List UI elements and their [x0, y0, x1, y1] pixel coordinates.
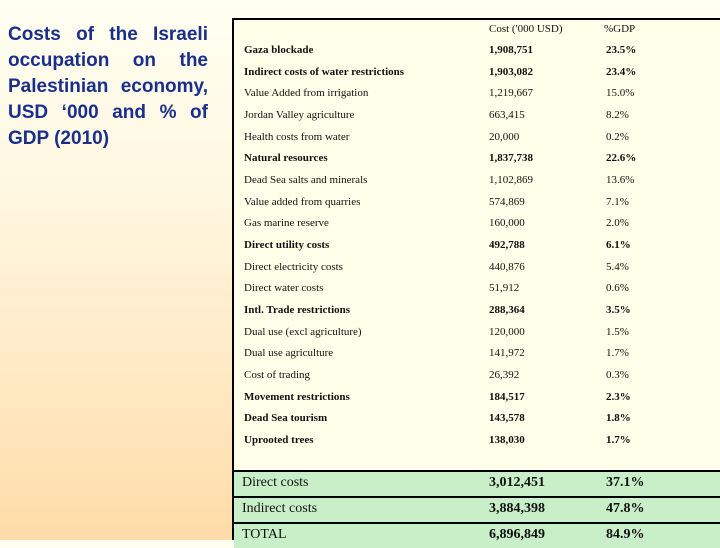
table-row: Dead Sea tourism 143,578 1.8%	[234, 408, 720, 430]
row-cost: 574,869	[489, 195, 525, 208]
row-cost: 440,876	[489, 260, 525, 273]
row-label: Dead Sea salts and minerals	[244, 173, 368, 186]
row-label: Intl. Trade restrictions	[244, 303, 351, 316]
totals-row: Direct costs 3,012,451 37.1%	[234, 472, 720, 498]
row-gdp: 2.3%	[606, 390, 631, 403]
row-cost: 160,000	[489, 217, 525, 230]
row-cost: 141,972	[489, 347, 525, 360]
totals-cost: 6,896,849	[489, 527, 545, 542]
totals-gdp: 47.8%	[606, 501, 645, 516]
totals-row: Indirect costs 3,884,398 47.8%	[234, 498, 720, 524]
row-label: Indirect costs of water restrictions	[244, 65, 405, 78]
row-label: Jordan Valley agriculture	[244, 108, 355, 121]
row-gdp: 22.6%	[606, 152, 637, 165]
row-label: Cost of trading	[244, 368, 310, 381]
row-cost: 1,219,667	[489, 87, 533, 100]
slide-title: Costs of the Israeli occupation on the P…	[8, 24, 208, 149]
row-gdp: 1.8%	[606, 412, 631, 425]
table-row: Direct utility costs 492,788 6.1%	[234, 235, 720, 257]
table-row: Dual use (excl agriculture) 120,000 1.5%	[234, 322, 720, 344]
row-cost: 26,392	[489, 368, 520, 381]
table-row: Natural resources 1,837,738 22.6%	[234, 148, 720, 170]
row-label: Value added from quarries	[244, 195, 361, 208]
row-label: Gas marine reserve	[244, 217, 329, 230]
row-cost: 1,102,869	[489, 173, 533, 186]
table-row: Indirect costs of water restrictions 1,90…	[234, 62, 720, 84]
row-gdp: 0.3%	[606, 368, 629, 381]
table-row: Dual use agriculture 141,972 1.7%	[234, 343, 720, 365]
column-header-gdp: %GDP	[604, 23, 636, 35]
totals-gdp: 37.1%	[606, 475, 645, 490]
row-label: Uprooted trees	[244, 433, 314, 446]
table-row: Uprooted trees 138,030 1.7%	[234, 430, 720, 452]
row-label: Value Added from irrigation	[244, 87, 369, 100]
row-cost: 120,000	[489, 325, 525, 338]
totals-gdp: 84.9%	[606, 527, 645, 542]
table-row: Gaza blockade 1,908,751 23.5%	[234, 40, 720, 62]
cost-table: Cost ('000 USD) %GDP Gaza blockade 1,908,…	[232, 18, 720, 548]
table-row: Direct electricity costs 440,876 5.4%	[234, 257, 720, 279]
table-row: Cost of trading 26,392 0.3%	[234, 365, 720, 387]
row-cost: 288,364	[489, 303, 525, 316]
row-gdp: 3.5%	[606, 303, 631, 316]
row-cost: 143,578	[489, 412, 525, 425]
row-cost: 138,030	[489, 433, 525, 446]
table-row: Direct water costs 51,912 0.6%	[234, 278, 720, 300]
row-gdp: 13.6%	[606, 173, 635, 186]
row-label: Direct electricity costs	[244, 260, 343, 273]
row-cost: 51,912	[489, 282, 520, 295]
table-row: Gas marine reserve 160,000 2.0%	[234, 213, 720, 235]
row-label: Health costs from water	[244, 130, 350, 143]
row-gdp: 1.7%	[606, 433, 631, 446]
row-label: Dual use agriculture	[244, 347, 334, 360]
row-gdp: 0.6%	[606, 282, 629, 295]
row-cost: 1,903,082	[489, 65, 533, 78]
row-cost: 492,788	[489, 238, 525, 251]
table-body: Gaza blockade 1,908,751 23.5% Indirect cost…	[234, 40, 720, 451]
row-gdp: 0.2%	[606, 130, 629, 143]
row-label: Direct water costs	[244, 282, 324, 295]
totals-section: Direct costs 3,012,451 37.1% Indirect costs…	[234, 470, 720, 548]
row-label: Direct utility costs	[244, 238, 330, 251]
row-label: Dual use (excl agriculture)	[244, 325, 362, 338]
row-gdp: 23.5%	[606, 44, 637, 56]
row-gdp: 2.0%	[606, 217, 629, 230]
totals-label: TOTAL	[242, 527, 287, 542]
totals-label: Direct costs	[242, 475, 309, 490]
row-gdp: 8.2%	[606, 108, 629, 121]
table-row: Health costs from water 20,000 0.2%	[234, 127, 720, 149]
row-gdp: 1.5%	[606, 325, 629, 338]
row-label: Movement restrictions	[244, 390, 350, 403]
totals-label: Indirect costs	[242, 501, 318, 516]
row-label: Dead Sea tourism	[244, 412, 328, 425]
totals-cost: 3,884,398	[489, 501, 545, 516]
row-gdp: 1.7%	[606, 347, 629, 360]
row-gdp: 6.1%	[606, 238, 631, 251]
totals-row: TOTAL 6,896,849 84.9%	[234, 524, 720, 548]
table-row: Jordan Valley agriculture 663,415 8.2%	[234, 105, 720, 127]
row-cost: 1,837,738	[489, 152, 533, 165]
column-header-cost: Cost ('000 USD)	[489, 23, 563, 35]
row-cost: 184,517	[489, 390, 525, 403]
table-row: Value added from quarries 574,869 7.1%	[234, 192, 720, 214]
row-label: Natural resources	[244, 152, 328, 165]
table-row: Value Added from irrigation 1,219,667 15.0…	[234, 83, 720, 105]
row-gdp: 15.0%	[606, 87, 635, 100]
row-gdp: 7.1%	[606, 195, 629, 208]
table-row: Dead Sea salts and minerals 1,102,869 13.6…	[234, 170, 720, 192]
row-gdp: 23.4%	[606, 65, 637, 78]
totals-cost: 3,012,451	[489, 475, 545, 490]
row-cost: 20,000	[489, 130, 520, 143]
table-header-row: Cost ('000 USD) %GDP	[234, 18, 720, 40]
table-row: Movement restrictions 184,517 2.3%	[234, 387, 720, 409]
row-cost: 1,908,751	[489, 44, 533, 56]
table-row: Intl. Trade restrictions 288,364 3.5%	[234, 300, 720, 322]
row-cost: 663,415	[489, 108, 525, 121]
row-label: Gaza blockade	[244, 44, 314, 56]
row-gdp: 5.4%	[606, 260, 629, 273]
